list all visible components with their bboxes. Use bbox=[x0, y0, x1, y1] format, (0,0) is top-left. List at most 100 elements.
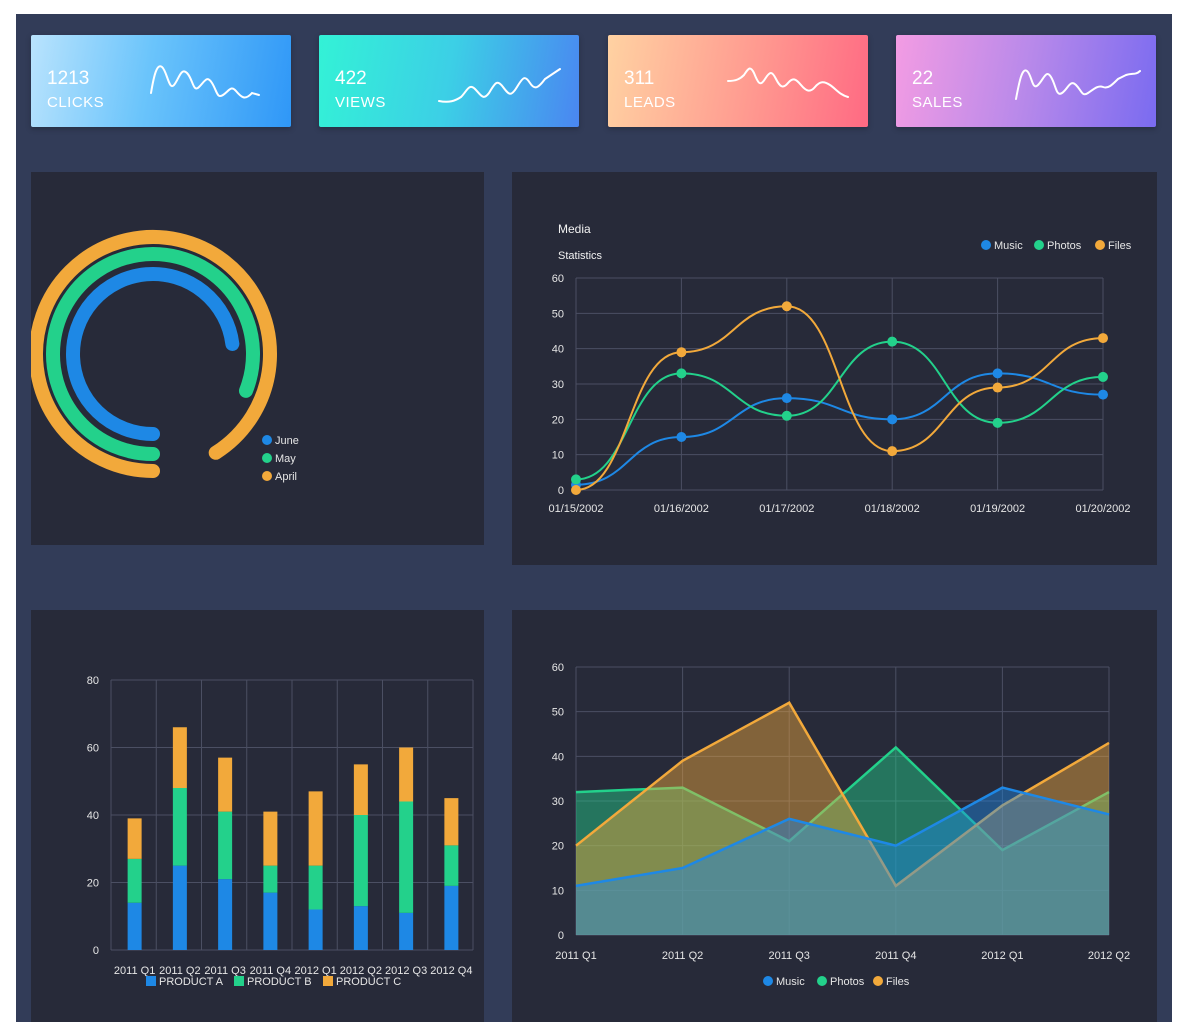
radial-bar-chart: June May April bbox=[31, 230, 299, 483]
bar-product-b bbox=[127, 858, 142, 903]
legend-label-product-b: PRODUCT B bbox=[247, 976, 312, 988]
line-chart: Media Statistics 0 10 20 30 40 50 60 01/15/2002 01… bbox=[548, 222, 1132, 515]
data-point-music bbox=[676, 432, 687, 442]
series-area-photos bbox=[576, 747, 1109, 935]
x-tick-label: 01/15/2002 bbox=[548, 503, 603, 515]
legend-marker-music bbox=[981, 240, 991, 250]
legend-marker-files bbox=[1095, 240, 1105, 250]
data-point-photos bbox=[676, 368, 687, 379]
data-point-photos bbox=[571, 474, 581, 485]
x-tick-label: 01/20/2002 bbox=[1075, 503, 1130, 515]
data-point-photos bbox=[781, 410, 792, 421]
legend-label-may: May bbox=[275, 453, 296, 465]
bar-chart-panel: 0 20 40 60 80 2011 Q1 2011 Q2 2011 Q3 2011 Q4 201… bbox=[31, 610, 484, 1022]
bar-product-c bbox=[263, 811, 278, 866]
bar-product-a bbox=[127, 902, 142, 950]
bar-product-a bbox=[353, 906, 368, 950]
y-tick-label: 40 bbox=[87, 810, 99, 822]
area-chart-panel: 0 10 20 30 40 50 60 2011 Q1 2011 Q2 2011 Q3 2011 Q… bbox=[512, 610, 1157, 1022]
series-area-files bbox=[576, 702, 1109, 935]
chart-subtitle: Statistics bbox=[558, 250, 603, 262]
x-tick-label: 2012 Q4 bbox=[430, 965, 472, 977]
kpi-label: LEADS bbox=[624, 94, 676, 111]
x-tick-label: 2012 Q1 bbox=[295, 965, 337, 977]
y-tick-label: 10 bbox=[552, 450, 564, 462]
bar-product-a bbox=[399, 912, 414, 950]
kpi-value: 1213 bbox=[47, 68, 90, 89]
series-line-music bbox=[575, 786, 1110, 888]
series-line-files bbox=[575, 305, 1104, 491]
y-tick-label: 20 bbox=[552, 841, 564, 853]
x-tick-label: 2011 Q3 bbox=[769, 950, 810, 962]
radial-bar-may bbox=[46, 247, 260, 461]
kpi-card-leads[interactable]: 311 LEADS bbox=[608, 35, 868, 127]
y-tick-label: 20 bbox=[87, 878, 99, 890]
data-point-files bbox=[992, 382, 1003, 393]
x-tick-label: 2012 Q2 bbox=[1088, 950, 1130, 962]
legend-marker-june bbox=[262, 435, 272, 445]
data-point-files bbox=[676, 347, 687, 358]
y-tick-label: 0 bbox=[558, 485, 564, 497]
legend-marker-product-b bbox=[234, 976, 244, 986]
line-chart-panel: Media Statistics 0 10 20 30 40 50 60 01/15/2002 01… bbox=[512, 172, 1157, 565]
y-tick-label: 60 bbox=[552, 273, 564, 285]
y-tick-label: 80 bbox=[87, 675, 99, 687]
x-tick-label: 2012 Q2 bbox=[340, 965, 382, 977]
bar-product-c bbox=[353, 764, 368, 815]
kpi-card-clicks[interactable]: 1213 CLICKS bbox=[31, 35, 291, 127]
y-tick-label: 40 bbox=[552, 751, 564, 763]
sparkline-icon bbox=[438, 68, 561, 103]
kpi-card-sales[interactable]: 22 SALES bbox=[896, 35, 1156, 127]
series-area-music bbox=[576, 787, 1109, 935]
legend-label-files: Files bbox=[1108, 240, 1132, 252]
dashboard: 1213 CLICKS 422 VIEWS 311 LEADS 22 SALES… bbox=[16, 14, 1172, 1022]
legend-marker-photos bbox=[817, 976, 827, 986]
legend-marker-may bbox=[262, 453, 272, 463]
y-tick-label: 0 bbox=[558, 930, 564, 942]
bar-product-c bbox=[444, 798, 459, 846]
bar-product-a bbox=[218, 879, 233, 950]
data-point-photos bbox=[1098, 371, 1108, 382]
bar-product-b bbox=[308, 865, 323, 910]
legend-marker-photos bbox=[1034, 240, 1044, 250]
series-line-music bbox=[575, 372, 1104, 486]
bar-product-b bbox=[399, 801, 414, 913]
sparkline-icon bbox=[150, 65, 260, 99]
bar-product-c bbox=[399, 747, 414, 802]
legend-label-product-a: PRODUCT A bbox=[159, 976, 224, 988]
stacked-bar-chart: 0 20 40 60 80 2011 Q1 2011 Q2 2011 Q3 2011 Q4 201… bbox=[87, 675, 474, 988]
x-tick-label: 01/17/2002 bbox=[759, 503, 814, 515]
y-tick-label: 50 bbox=[552, 707, 564, 719]
bar-product-b bbox=[444, 845, 459, 886]
legend-label-photos: Photos bbox=[830, 976, 865, 988]
radial-bar-june bbox=[66, 267, 240, 441]
data-point-photos bbox=[992, 417, 1003, 428]
kpi-card-views[interactable]: 422 VIEWS bbox=[319, 35, 579, 127]
legend-marker-april bbox=[262, 471, 272, 481]
bar-product-c bbox=[308, 791, 323, 866]
y-tick-label: 40 bbox=[552, 344, 564, 356]
series-line-photos bbox=[575, 340, 1104, 481]
x-tick-label: 2011 Q3 bbox=[204, 965, 245, 977]
bar-product-b bbox=[218, 811, 233, 880]
bar-product-b bbox=[172, 788, 187, 866]
y-tick-label: 60 bbox=[87, 743, 99, 755]
legend-label-product-c: PRODUCT C bbox=[336, 976, 401, 988]
x-tick-label: 01/18/2002 bbox=[865, 503, 920, 515]
data-point-files bbox=[1098, 333, 1108, 344]
kpi-label: CLICKS bbox=[47, 94, 105, 111]
x-tick-label: 2011 Q1 bbox=[114, 965, 155, 977]
x-tick-label: 2011 Q1 bbox=[555, 950, 596, 962]
data-point-music bbox=[1098, 389, 1108, 400]
legend-label-june: June bbox=[275, 435, 299, 447]
bar-product-a bbox=[172, 865, 187, 950]
data-point-photos bbox=[887, 336, 898, 347]
legend-label-music: Music bbox=[776, 976, 805, 988]
x-tick-label: 2011 Q2 bbox=[662, 950, 703, 962]
radial-bar-april bbox=[31, 230, 277, 478]
y-tick-label: 10 bbox=[552, 885, 564, 897]
legend-marker-product-a bbox=[146, 976, 156, 986]
data-point-files bbox=[571, 485, 581, 495]
radial-chart-panel: June May April bbox=[31, 172, 484, 545]
area-chart: 0 10 20 30 40 50 60 2011 Q1 2011 Q2 2011 Q3 2011 Q… bbox=[552, 662, 1130, 988]
